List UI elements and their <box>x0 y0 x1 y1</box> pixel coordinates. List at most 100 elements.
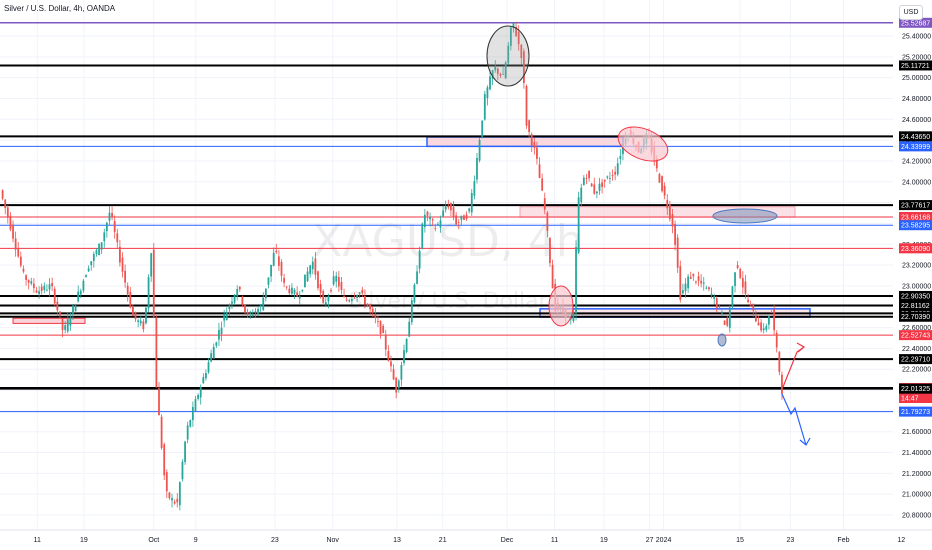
candle-body <box>695 281 697 283</box>
candle-body <box>199 387 202 398</box>
candle-body <box>374 314 377 319</box>
candle-body <box>397 380 400 389</box>
candle-body <box>225 311 228 321</box>
candle-body <box>523 51 525 83</box>
candle-body <box>744 281 747 294</box>
candle-body <box>588 170 590 179</box>
level-label-bg <box>899 60 932 71</box>
level-label-bg <box>899 212 932 223</box>
candle-body <box>517 32 520 45</box>
candle-body <box>476 157 478 180</box>
candle-body <box>676 237 679 268</box>
candle-body <box>754 316 757 322</box>
candles <box>1 21 783 511</box>
candle-body <box>661 176 663 192</box>
candle-body <box>212 346 215 359</box>
time-label: 12 <box>897 537 905 544</box>
candle-body <box>168 492 171 499</box>
time-label: 23 <box>271 537 279 544</box>
countdown-label: 14:47 <box>901 396 919 403</box>
projection-arrow-down-head <box>799 437 811 446</box>
candle-body <box>319 284 322 293</box>
candle-body <box>590 183 593 187</box>
candle-body <box>502 74 504 75</box>
candle-body <box>194 399 197 411</box>
level-label: 25.52687 <box>901 20 930 27</box>
candle-body <box>173 501 176 504</box>
candle-body <box>705 287 708 289</box>
candle-body <box>139 320 142 324</box>
level-label-bg <box>899 406 932 417</box>
candle-body <box>455 215 458 225</box>
candle-body <box>418 250 421 269</box>
candle-body <box>176 498 179 503</box>
candle-body <box>457 222 460 224</box>
candle-body <box>350 299 353 302</box>
price-tick: 24.00000 <box>902 179 931 186</box>
candle-body <box>452 207 455 218</box>
candle-body <box>64 325 67 330</box>
candle-body <box>377 320 379 322</box>
price-tick: 25.40000 <box>902 34 931 41</box>
candle-body <box>775 332 778 348</box>
candle-body <box>298 296 301 299</box>
time-label: Feb <box>837 537 849 544</box>
candle-body <box>74 305 77 312</box>
candle-body <box>324 302 327 305</box>
candle-body <box>158 388 160 416</box>
currency-button[interactable]: USD <box>899 5 923 20</box>
level-label: 22.81162 <box>901 303 930 310</box>
candle-body <box>668 204 671 219</box>
level-label: 23.58295 <box>901 223 930 230</box>
time-label: 27 <box>646 537 654 544</box>
level-label: 22.90350 <box>901 293 930 300</box>
candle-body <box>575 246 577 314</box>
price-axis-bg <box>893 0 932 530</box>
candle-body <box>218 329 220 340</box>
candle-body <box>580 187 583 203</box>
candle-body <box>197 395 199 399</box>
candle-body <box>30 281 33 284</box>
candle-body <box>335 275 338 282</box>
candle-body <box>59 311 61 316</box>
candle-body <box>361 289 364 294</box>
candle-body <box>721 313 723 315</box>
price-tick: 24.20000 <box>902 158 931 165</box>
candle-body <box>679 266 682 300</box>
candle-body <box>111 213 113 218</box>
candle-body <box>108 212 111 221</box>
candle-body <box>69 318 72 326</box>
candle-body <box>710 293 713 296</box>
candle-body <box>283 277 286 283</box>
candle-body <box>447 205 450 208</box>
candle-body <box>343 295 345 297</box>
candle-body <box>687 276 690 289</box>
candle-body <box>700 280 703 284</box>
candle-body <box>369 304 372 310</box>
level-label: 23.36090 <box>901 246 930 253</box>
candle-body <box>113 221 116 233</box>
candle-body <box>543 198 546 210</box>
price-tick: 23.00000 <box>902 283 931 290</box>
candle-body <box>210 353 213 362</box>
candle-body <box>332 276 335 285</box>
candle-body <box>450 203 452 211</box>
candle-body <box>27 279 30 283</box>
candle-body <box>614 171 617 175</box>
candle-body <box>48 284 51 290</box>
candle-body <box>371 308 374 313</box>
time-label: 19 <box>80 537 88 544</box>
candle-body <box>682 290 684 294</box>
candle-body <box>327 295 330 302</box>
candle-body <box>61 318 64 331</box>
candle-body <box>189 420 192 427</box>
candle-body <box>655 158 658 169</box>
level-label-bg <box>899 220 932 231</box>
time-label: 11 <box>551 537 558 544</box>
chart-title: Silver / U.S. Dollar, 4h, OANDA <box>4 4 116 13</box>
candle-body <box>358 292 361 294</box>
candle-body <box>132 306 134 316</box>
candle-body <box>379 321 382 334</box>
candle-body <box>442 210 445 217</box>
